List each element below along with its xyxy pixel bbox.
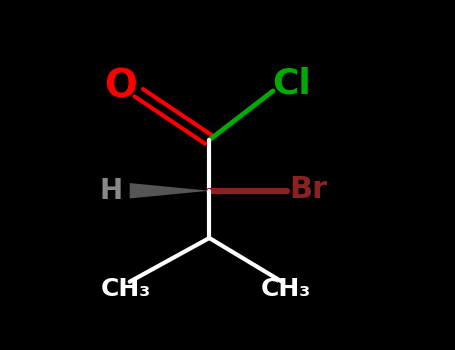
Text: CH₃: CH₃ <box>101 278 151 301</box>
Text: CH₃: CH₃ <box>261 278 311 301</box>
Polygon shape <box>130 183 209 198</box>
Text: H: H <box>100 177 123 205</box>
Text: O: O <box>104 68 137 105</box>
Text: Br: Br <box>289 175 328 204</box>
Text: Cl: Cl <box>272 66 311 100</box>
